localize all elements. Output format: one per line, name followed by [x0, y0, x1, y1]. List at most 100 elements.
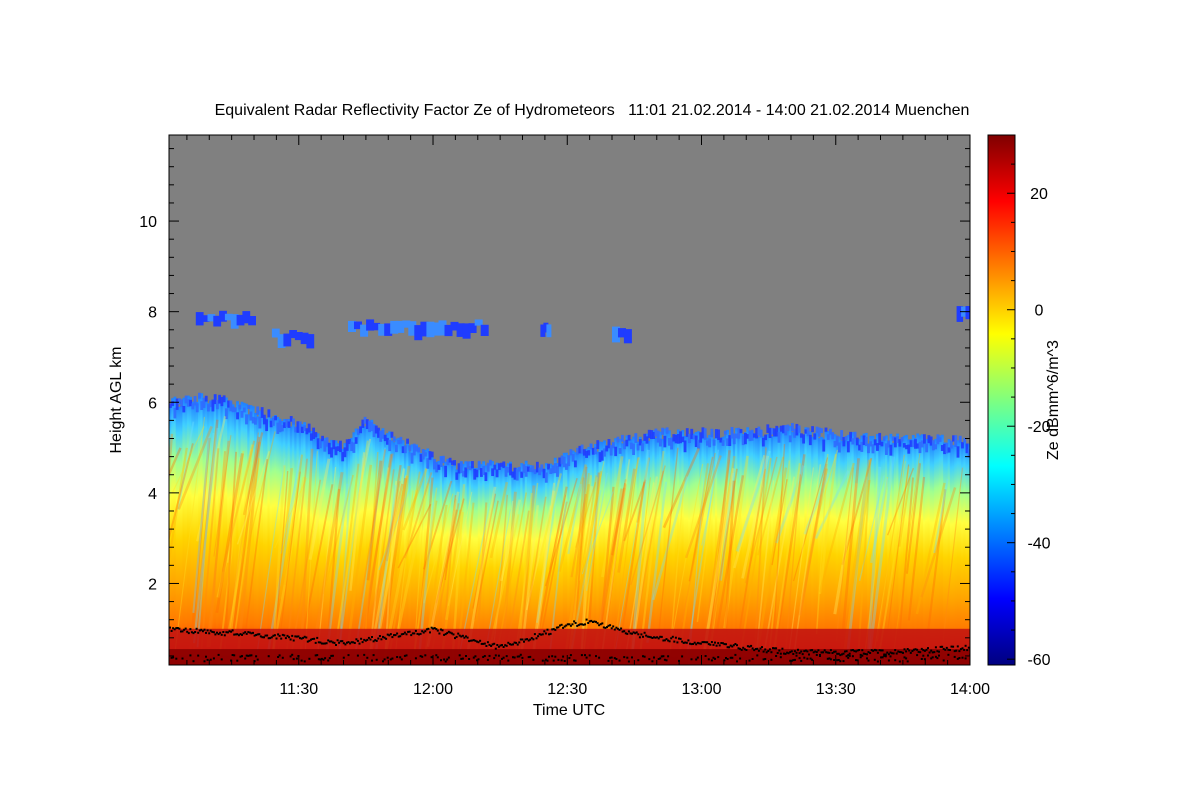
fall-streak [850, 459, 871, 586]
cloud-top-edge [383, 434, 387, 442]
ceilometer-point [538, 633, 541, 636]
reflectivity-column [685, 436, 689, 665]
ceilometer-point [544, 658, 547, 661]
reflectivity-column [914, 437, 917, 665]
reflectivity-column [905, 434, 908, 665]
ceilometer-point [707, 643, 710, 646]
reflectivity-column [365, 422, 369, 665]
upper-cloud-cell [294, 332, 303, 341]
reflectivity-column [374, 428, 378, 665]
fall-streak [886, 467, 915, 536]
cloud-top-edge [222, 395, 226, 403]
ceilometer-point [175, 627, 178, 630]
fall-streak [283, 454, 304, 586]
ceilometer-point [627, 630, 630, 633]
ceilometer-point [723, 643, 726, 646]
cloud-top-edge [887, 440, 891, 448]
ceilometer-point [571, 623, 574, 626]
fall-streak [803, 473, 830, 535]
ceilometer-point [699, 642, 702, 645]
reflectivity-column [603, 440, 606, 665]
reflectivity-column [898, 443, 902, 665]
ceilometer-point [444, 660, 447, 663]
ceilometer-point [762, 658, 765, 661]
reflectivity-column [768, 428, 772, 665]
ceilometer-point [920, 647, 923, 650]
reflectivity-column [690, 435, 694, 665]
ceilometer-point [291, 653, 294, 656]
reflectivity-column [600, 441, 604, 665]
ceilometer-point [391, 657, 394, 660]
reflectivity-column [381, 428, 385, 665]
ceilometer-point [349, 642, 352, 645]
ceilometer-point [842, 652, 845, 655]
ceilometer-point [283, 634, 286, 637]
ceilometer-point [897, 650, 900, 653]
reflectivity-column [775, 431, 779, 665]
ceilometer-point [631, 632, 633, 635]
reflectivity-column [372, 423, 376, 665]
ceilometer-point [369, 638, 372, 641]
colorbar-gradient [987, 134, 1016, 666]
fall-streak [349, 452, 366, 591]
reflectivity-column [643, 439, 647, 665]
ceilometer-point [579, 623, 582, 626]
ceilometer-point [916, 654, 919, 657]
ceilometer-point [789, 659, 792, 662]
ceilometer-point [947, 648, 950, 651]
colorbar-tick-label: 0 [1035, 303, 1044, 320]
ceilometer-point [516, 655, 519, 658]
ceilometer-point [806, 650, 809, 653]
reflectivity-column [674, 434, 678, 665]
fall-streak [537, 482, 556, 630]
cloud-top-edge [556, 465, 559, 477]
ceilometer-point [483, 655, 486, 657]
ceilometer-point [665, 659, 668, 662]
ceilometer-point [642, 655, 644, 658]
fall-streak [216, 444, 255, 598]
cloud-top-edge [967, 449, 970, 458]
fall-streak [636, 470, 665, 621]
reflectivity-column [207, 403, 210, 665]
ceilometer-point [875, 649, 878, 652]
ceilometer-point [499, 644, 502, 647]
ceilometer-point [696, 641, 699, 644]
ceilometer-point [574, 622, 577, 624]
ceilometer-point [192, 660, 195, 663]
ceilometer-point [656, 636, 659, 639]
upper-cloud-layer [195, 306, 970, 349]
ceilometer-point [441, 629, 444, 632]
ceilometer-point [731, 645, 734, 648]
ceilometer-point [317, 641, 320, 644]
ceilometer-point [649, 636, 652, 639]
reflectivity-column [558, 462, 562, 665]
reflectivity-column [645, 433, 649, 665]
reflectivity-column [412, 445, 416, 665]
ceilometer-point [642, 635, 644, 638]
reflectivity-column [938, 435, 942, 665]
ceilometer-point [294, 635, 297, 638]
cloud-top-edge [370, 421, 374, 432]
upper-cloud-cell [420, 321, 429, 337]
cloud-top-edge [381, 430, 385, 439]
reflectivity-column [582, 453, 586, 665]
reflectivity-column [386, 433, 389, 665]
cloud-top-edge [795, 423, 799, 436]
ceilometer-point [295, 657, 298, 660]
cloud-top-edge [697, 439, 700, 449]
reflectivity-column [323, 438, 327, 665]
ceilometer-point [378, 635, 381, 637]
ceilometer-point [678, 637, 680, 640]
fall-streak [574, 473, 590, 618]
ceilometer-point [828, 657, 831, 660]
reflectivity-column [473, 467, 477, 665]
ceilometer-point [443, 633, 446, 636]
ceilometer-point [532, 638, 535, 641]
cloud-top-edge [911, 440, 915, 448]
ceilometer-point [402, 633, 405, 635]
reflectivity-column [274, 415, 277, 665]
cloud-top-edge [634, 433, 638, 443]
reflectivity-column [368, 422, 371, 665]
reflectivity-column [625, 435, 629, 665]
ceilometer-point [635, 631, 638, 634]
